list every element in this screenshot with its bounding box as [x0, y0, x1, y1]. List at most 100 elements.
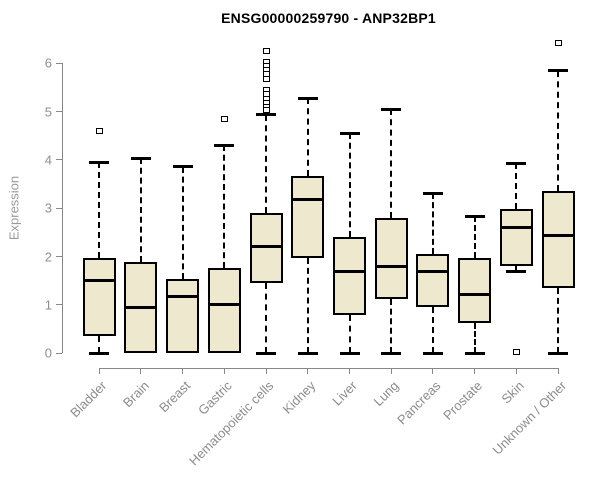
x-tick-label: Gastric — [195, 378, 235, 419]
median-line — [543, 234, 573, 238]
whisker-cap-upper — [297, 96, 318, 100]
box-whisker-upper — [98, 162, 101, 259]
whisker-cap-upper — [548, 69, 569, 73]
y-axis — [62, 63, 63, 354]
box-whisker-lower — [515, 266, 518, 272]
x-tick — [98, 368, 100, 375]
box-whisker-lower — [557, 287, 560, 354]
chart-title: ENSG00000259790 - ANP32BP1 — [221, 10, 436, 26]
x-tick-label: Unknown / Other — [489, 378, 569, 458]
box-whisker-upper — [223, 145, 226, 269]
y-tick-label: 0 — [44, 345, 52, 361]
box-whisker-lower — [390, 299, 393, 354]
box-whisker-upper — [473, 216, 476, 258]
whisker-cap-lower — [464, 351, 485, 355]
box-whisker-upper — [431, 193, 434, 255]
y-tick-label: 5 — [44, 104, 52, 120]
x-tick-label: Brain — [119, 378, 152, 411]
x-tick-label: Kidney — [279, 378, 319, 418]
box-whisker-upper — [181, 166, 184, 280]
box — [416, 254, 450, 308]
whisker-cap-lower — [381, 351, 402, 355]
median-line — [209, 302, 239, 306]
box — [207, 268, 241, 354]
whisker-cap-lower — [256, 351, 277, 355]
y-tick — [56, 159, 62, 161]
x-tick — [182, 368, 184, 375]
median-line — [168, 295, 198, 299]
median-line — [84, 279, 114, 283]
median-line — [418, 270, 448, 274]
whisker-cap-lower — [422, 351, 443, 355]
median-line — [126, 306, 156, 310]
box-whisker-upper — [348, 133, 351, 237]
box-whisker-lower — [265, 282, 268, 354]
box-whisker-lower — [98, 336, 101, 354]
x-tick-label: Skin — [498, 378, 528, 407]
whisker-cap-upper — [422, 191, 443, 195]
whisker-cap-upper — [381, 107, 402, 111]
x-tick-label: Pancreas — [394, 378, 444, 428]
x-tick — [265, 368, 267, 375]
whisker-cap-lower — [339, 351, 360, 355]
x-tick — [474, 368, 476, 375]
outlier-point — [554, 39, 562, 46]
x-tick — [349, 368, 351, 375]
box — [458, 257, 492, 324]
x-tick-label: Prostate — [440, 378, 486, 424]
x-tick-label: Bladder — [67, 378, 110, 421]
whisker-cap-upper — [506, 161, 527, 165]
x-tick — [390, 368, 392, 375]
outlier-point — [220, 115, 228, 122]
median-line — [376, 265, 406, 269]
y-tick-label: 1 — [44, 297, 52, 313]
median-line — [293, 197, 323, 201]
box — [82, 258, 116, 337]
box-whisker-lower — [431, 307, 434, 354]
whisker-cap-upper — [89, 160, 110, 164]
box — [166, 279, 200, 354]
box-whisker-upper — [306, 98, 309, 176]
y-tick — [56, 62, 62, 64]
x-tick — [515, 368, 517, 375]
x-tick — [223, 368, 225, 375]
y-tick-label: 3 — [44, 200, 52, 216]
box-whisker-lower — [306, 258, 309, 354]
whisker-cap-upper — [256, 113, 277, 117]
x-tick — [307, 368, 309, 375]
whisker-cap-lower — [297, 351, 318, 355]
whisker-cap-upper — [130, 156, 151, 160]
outlier-point — [262, 47, 270, 54]
median-line — [501, 226, 531, 230]
box-whisker-upper — [515, 163, 518, 210]
whisker-cap-upper — [214, 143, 235, 147]
outlier-point — [95, 127, 103, 134]
box — [499, 209, 533, 267]
y-tick-label: 2 — [44, 249, 52, 265]
whisker-cap-upper — [172, 165, 193, 169]
median-line — [460, 293, 490, 297]
box-whisker-upper — [390, 109, 393, 219]
y-tick-label: 6 — [44, 55, 52, 71]
median-line — [251, 244, 281, 248]
x-tick-label: Breast — [156, 378, 194, 416]
whisker-cap-upper — [339, 131, 360, 135]
x-tick — [557, 368, 559, 375]
box-whisker-lower — [473, 323, 476, 354]
x-tick-label: Lung — [370, 378, 402, 410]
box — [333, 236, 367, 316]
outlier-point — [262, 107, 270, 114]
box-whisker-upper — [557, 70, 560, 191]
whisker-cap-lower — [89, 351, 110, 355]
y-tick-label: 4 — [44, 152, 52, 168]
x-axis — [99, 368, 559, 370]
box — [541, 190, 575, 288]
x-tick-label: Liver — [329, 378, 361, 409]
y-tick — [56, 256, 62, 258]
x-tick — [140, 368, 142, 375]
y-tick — [56, 304, 62, 306]
y-tick — [56, 352, 62, 354]
y-tick — [56, 111, 62, 113]
outlier-point — [262, 75, 270, 82]
